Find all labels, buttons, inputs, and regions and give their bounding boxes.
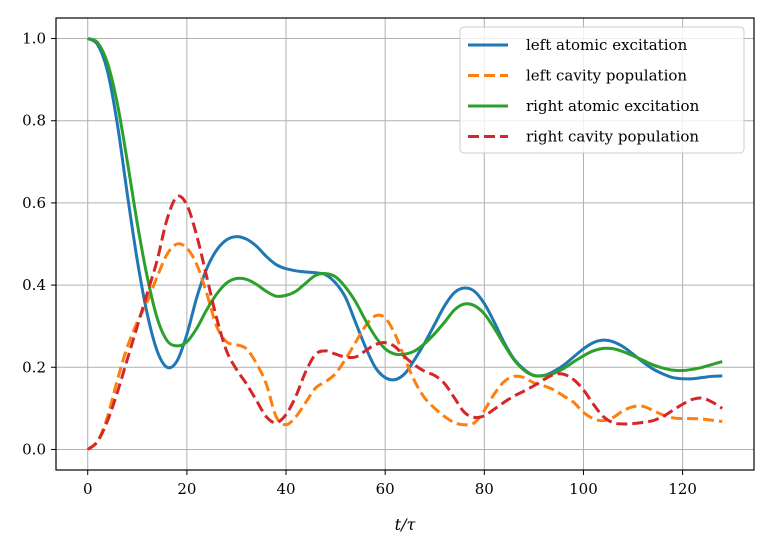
- x-tick-label: 60: [376, 480, 395, 498]
- legend-label-right-atomic-excitation: right atomic excitation: [526, 97, 700, 115]
- series-line-right-cavity-population: [86, 194, 724, 451]
- x-tick-label: 20: [177, 480, 196, 498]
- legend: left atomic excitation left cavity popula…: [459, 26, 745, 154]
- x-tick-label: 80: [475, 480, 494, 498]
- y-tick-label: 0.8: [22, 112, 46, 130]
- y-tick-label: 0.4: [22, 276, 46, 294]
- x-tick-label: 100: [569, 480, 598, 498]
- x-axis-label: t/τ: [395, 515, 417, 534]
- x-tick-label: 40: [276, 480, 295, 498]
- plot-frame: [55, 17, 755, 471]
- legend-label-right-cavity-population: right cavity population: [526, 128, 699, 146]
- legend-box: [459, 26, 745, 154]
- series-line-left-cavity-population: [86, 242, 723, 451]
- x-tick-label: 0: [83, 480, 93, 498]
- y-tick-label: 0.0: [22, 440, 46, 458]
- x-tick-label: 120: [668, 480, 697, 498]
- y-tick-label: 0.6: [22, 194, 46, 212]
- y-tick-label: 1.0: [22, 30, 46, 48]
- y-tick-label: 0.2: [22, 358, 46, 376]
- series-lines: [86, 37, 724, 451]
- legend-label-left-atomic-excitation: left atomic excitation: [526, 36, 688, 54]
- series-line-right-atomic-excitation: [87, 37, 723, 378]
- axis-ticks: 0 20 40 60 80 100 120 0.0 0.2 0.4 0.6 0.8 1.0: [22, 30, 697, 498]
- legend-label-left-cavity-population: left cavity population: [526, 67, 687, 85]
